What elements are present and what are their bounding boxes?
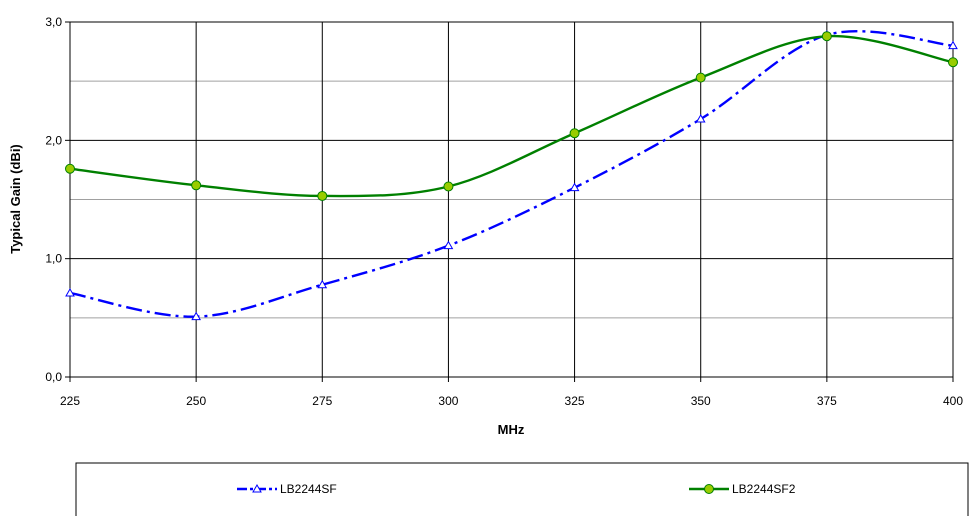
data-point <box>948 40 958 50</box>
x-tick-label: 400 <box>943 394 963 408</box>
grid-layer <box>69 21 954 378</box>
legend-item: LB2244SF <box>237 482 337 496</box>
legend-swatch-marker <box>704 484 714 494</box>
series-layer <box>65 30 958 321</box>
y-tick-label: 1,0 <box>45 252 62 266</box>
data-point <box>191 180 202 191</box>
series-lb2244sf2 <box>65 31 958 201</box>
legend-swatch-marker <box>252 483 262 493</box>
data-point <box>695 114 706 123</box>
y-axis-title: Typical Gain (dBi) <box>8 144 23 254</box>
x-tick-label: 250 <box>186 394 206 408</box>
legend-item: LB2244SF2 <box>689 482 796 496</box>
data-point <box>191 311 202 321</box>
series-lb2244sf <box>65 30 958 321</box>
legend-label: LB2244SF <box>280 482 337 496</box>
data-point <box>317 190 328 201</box>
data-point <box>65 163 75 174</box>
data-point <box>569 128 580 139</box>
y-tick-label: 3,0 <box>45 15 62 29</box>
series-line <box>69 30 954 318</box>
x-axis-title: MHz <box>498 422 525 437</box>
plot-area-frame <box>69 21 954 378</box>
axis-ticks: 0,0 1,0 2,0 3,0 225 250 275 300 325 350 375 400 <box>45 15 963 408</box>
x-tick-label: 225 <box>60 394 80 408</box>
x-tick-label: 350 <box>691 394 711 408</box>
data-point <box>443 240 454 250</box>
data-point <box>948 57 958 68</box>
x-tick-label: 300 <box>438 394 458 408</box>
x-tick-label: 275 <box>312 394 332 408</box>
legend-box <box>75 462 969 521</box>
x-tick-label: 325 <box>565 394 585 408</box>
y-tick-label: 0,0 <box>45 370 62 384</box>
data-point <box>695 72 706 83</box>
y-tick-label: 2,0 <box>45 133 62 147</box>
data-point <box>443 181 454 192</box>
data-point <box>821 31 832 42</box>
x-tick-label: 375 <box>817 394 837 408</box>
series-line <box>69 34 954 198</box>
legend: LB2244SF LB2244SF2 <box>237 482 796 496</box>
data-point <box>317 279 328 289</box>
data-point <box>569 182 580 192</box>
data-point <box>65 287 75 297</box>
legend-label: LB2244SF2 <box>732 482 796 496</box>
